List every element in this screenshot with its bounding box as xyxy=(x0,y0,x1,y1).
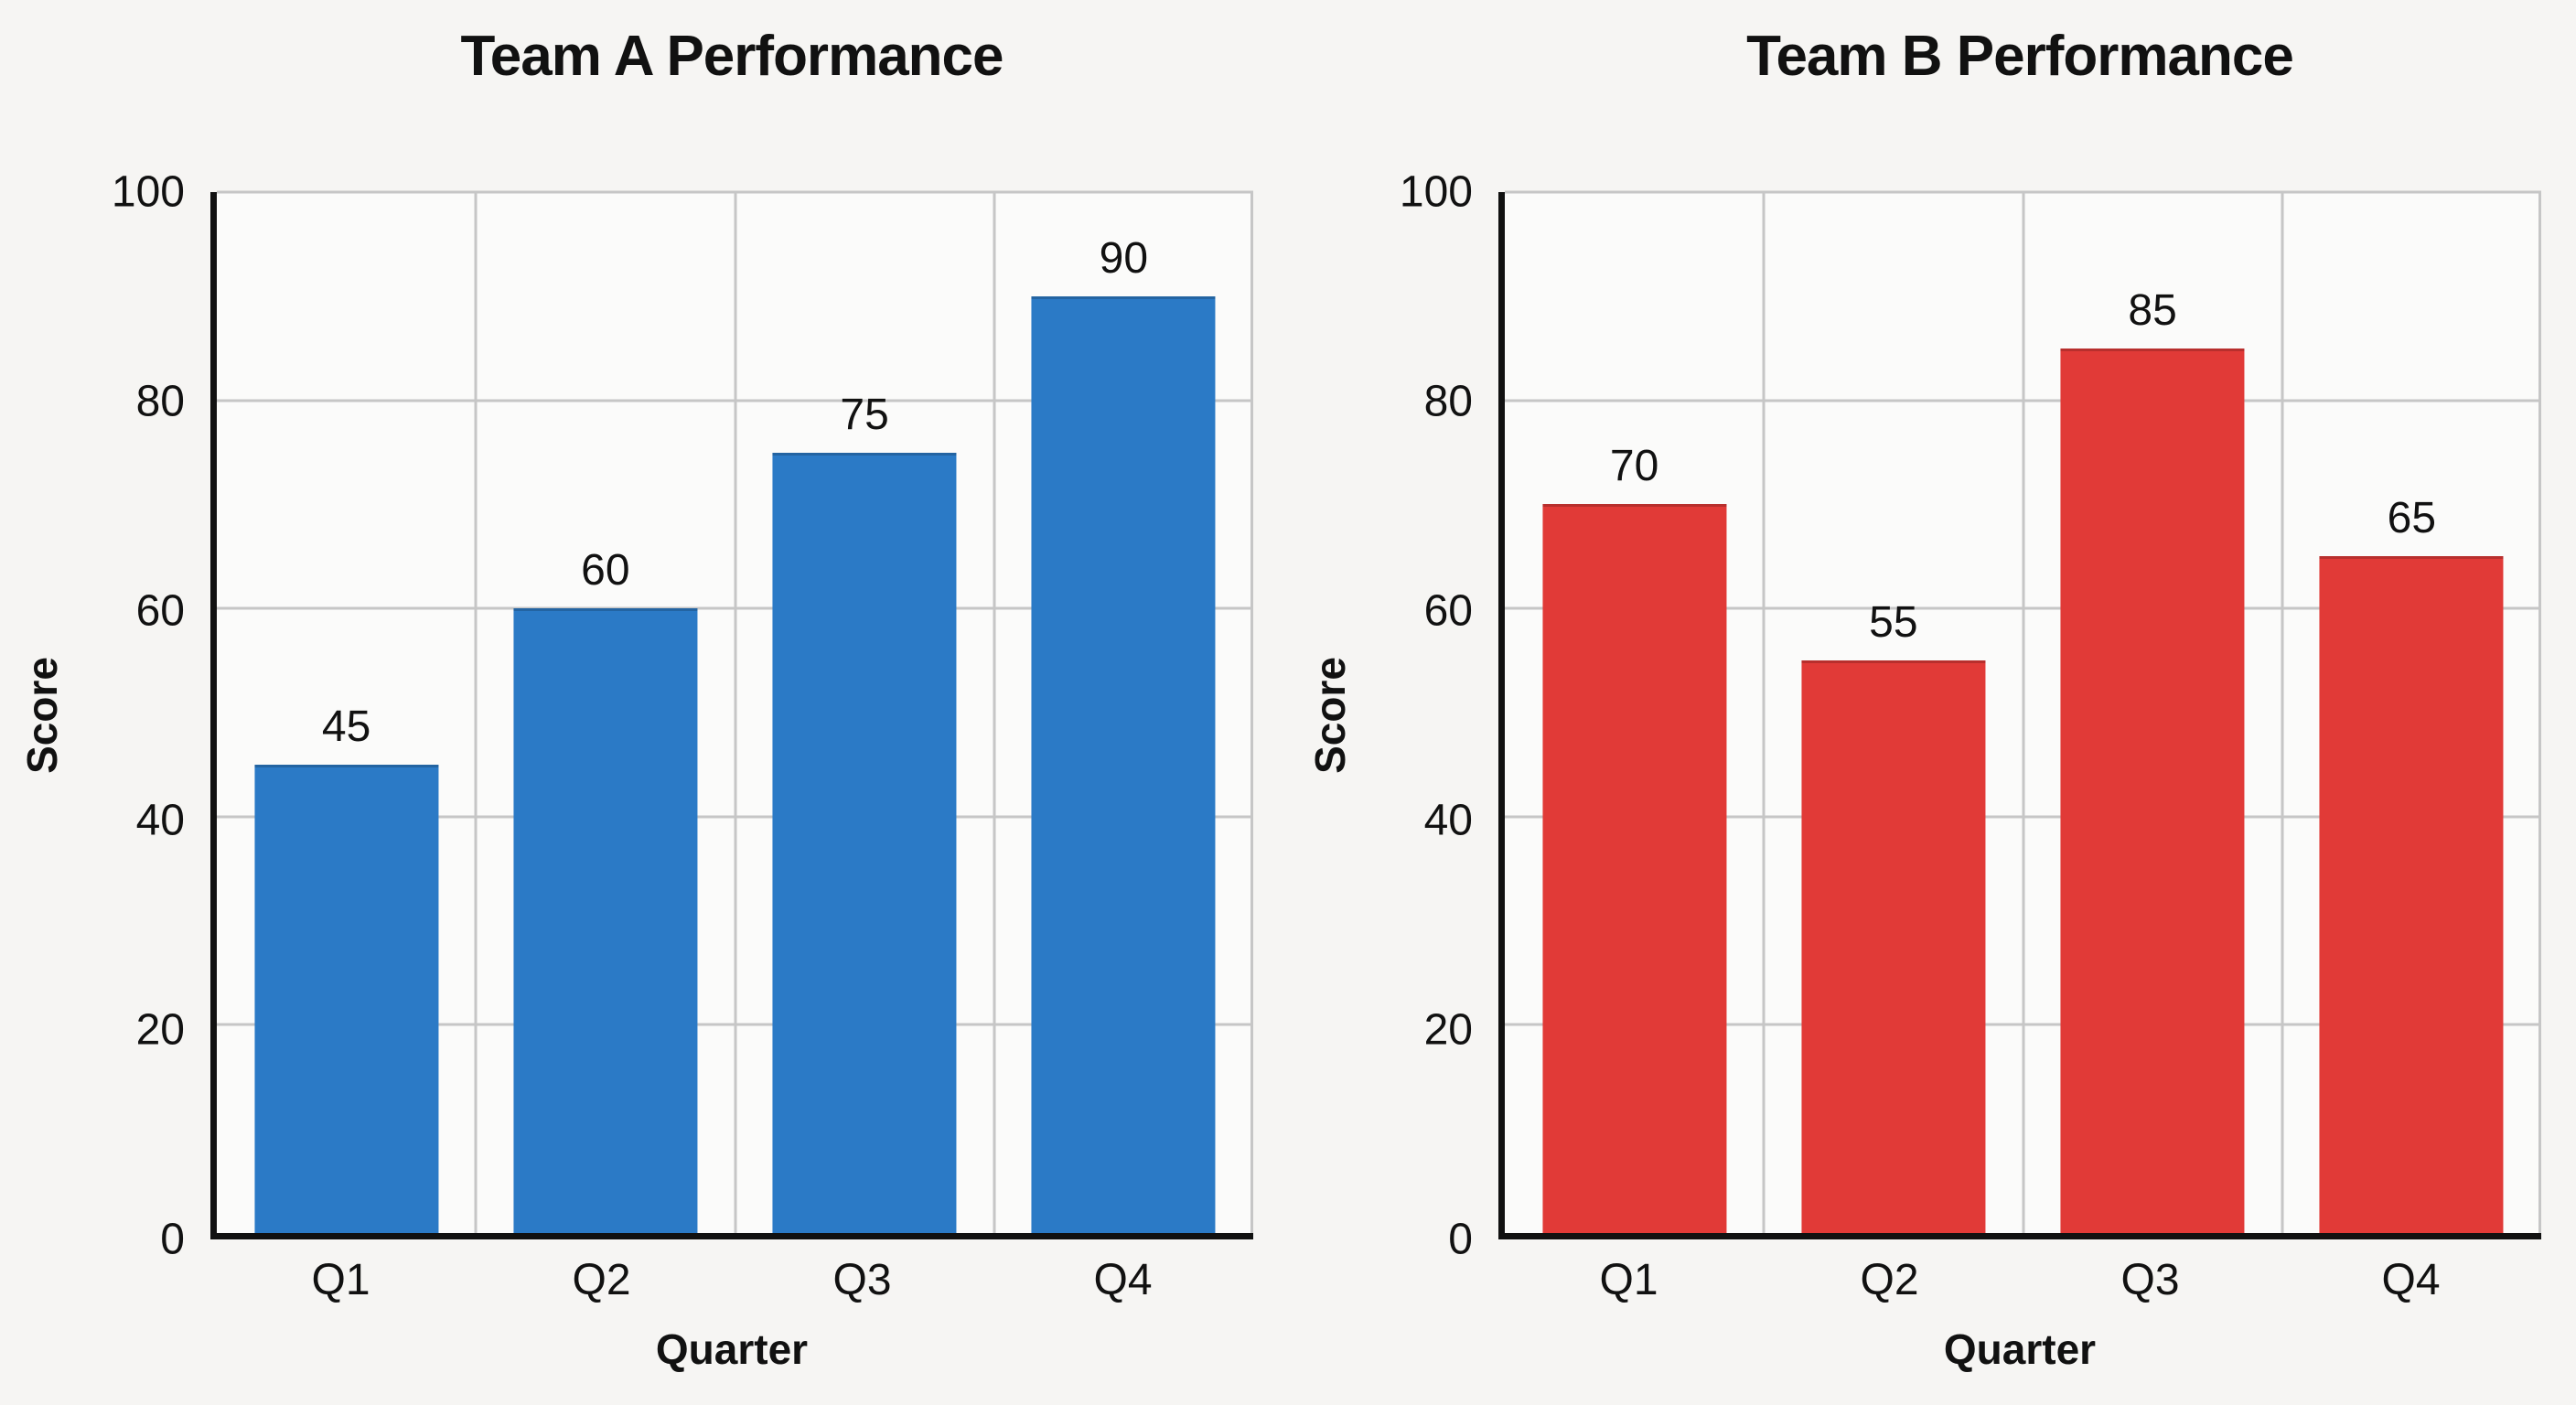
y-tick-label-80: 80 xyxy=(135,377,185,426)
v-gridline-2 xyxy=(2022,192,2024,1233)
plot-area: 70 55 85 65 xyxy=(1498,190,2541,1239)
v-gridline-3 xyxy=(2281,192,2284,1233)
bar-slot-q4: 90 xyxy=(994,192,1253,1233)
v-gridline-1 xyxy=(1762,192,1766,1233)
x-tick-label-q2: Q2 xyxy=(1860,1256,1919,1304)
y-tick-label-80: 80 xyxy=(1423,377,1473,426)
chart-panel-team-b: Team B Performance Score 70 55 85 65 0 20 40 60 80… xyxy=(1288,0,2576,1405)
bar-value-label: 65 xyxy=(2387,494,2437,543)
chart-panel-team-a: Team A Performance Score 45 60 75 90 0 20 40 60 80… xyxy=(18,25,1253,1373)
y-tick-label-100: 100 xyxy=(1399,167,1473,217)
bar-value-label: 85 xyxy=(2128,285,2177,335)
bar-value-label: 70 xyxy=(1609,442,1659,491)
bar-q4 xyxy=(2319,556,2504,1233)
v-gridline-3 xyxy=(993,192,996,1233)
y-tick-label-40: 40 xyxy=(135,796,185,845)
bar-slot-q1: 70 xyxy=(1505,192,1764,1233)
bar-value-label: 55 xyxy=(1869,598,1918,648)
x-tick-label-q1: Q1 xyxy=(311,1256,370,1304)
x-tick-label-q3: Q3 xyxy=(2120,1256,2180,1304)
bar-slot-q2: 60 xyxy=(476,192,735,1233)
plot-area: 45 60 75 90 xyxy=(210,190,1253,1239)
x-tick-label-q4: Q4 xyxy=(2381,1256,2441,1304)
plot-right-edge xyxy=(2538,192,2541,1233)
y-axis-label: Score xyxy=(1306,657,1354,774)
x-axis-label: Quarter xyxy=(1943,1325,2097,1373)
x-tick-label-q1: Q1 xyxy=(1599,1256,1658,1304)
bar-q1 xyxy=(1542,504,1727,1233)
bar-slot-q3: 75 xyxy=(735,192,994,1233)
v-gridline-1 xyxy=(474,192,478,1233)
bar-q1 xyxy=(254,764,439,1233)
y-tick-label-100: 100 xyxy=(111,167,185,217)
y-tick-label-0: 0 xyxy=(1448,1215,1473,1264)
x-tick-label-q4: Q4 xyxy=(1093,1256,1153,1304)
bar-q3 xyxy=(2060,348,2245,1233)
chart-title: Team A Performance xyxy=(460,25,1004,88)
bar-slot-q3: 85 xyxy=(2023,192,2282,1233)
bar-slot-q1: 45 xyxy=(217,192,476,1233)
x-tick-label-q3: Q3 xyxy=(832,1256,892,1304)
bar-value-label: 75 xyxy=(840,390,889,439)
bar-value-label: 45 xyxy=(321,702,371,751)
bar-q4 xyxy=(1031,295,1216,1233)
v-gridline-2 xyxy=(734,192,736,1233)
bar-q2 xyxy=(1801,660,1986,1233)
y-tick-label-40: 40 xyxy=(1423,796,1473,845)
y-tick-label-0: 0 xyxy=(160,1215,185,1264)
x-tick-label-q2: Q2 xyxy=(572,1256,631,1304)
bar-q3 xyxy=(772,452,957,1233)
bar-value-label: 60 xyxy=(581,546,630,595)
y-tick-label-60: 60 xyxy=(1423,586,1473,636)
chart-title: Team B Performance xyxy=(1746,25,2294,88)
plot-right-edge xyxy=(1250,192,1253,1233)
x-axis-label: Quarter xyxy=(655,1325,809,1373)
bar-value-label: 90 xyxy=(1099,233,1149,283)
bar-slot-q4: 65 xyxy=(2282,192,2541,1233)
bar-slot-q2: 55 xyxy=(1764,192,2023,1233)
y-tick-label-20: 20 xyxy=(1423,1005,1473,1055)
y-tick-label-60: 60 xyxy=(135,586,185,636)
y-tick-label-20: 20 xyxy=(135,1005,185,1055)
y-axis-label: Score xyxy=(18,657,66,774)
bar-q2 xyxy=(513,608,698,1233)
